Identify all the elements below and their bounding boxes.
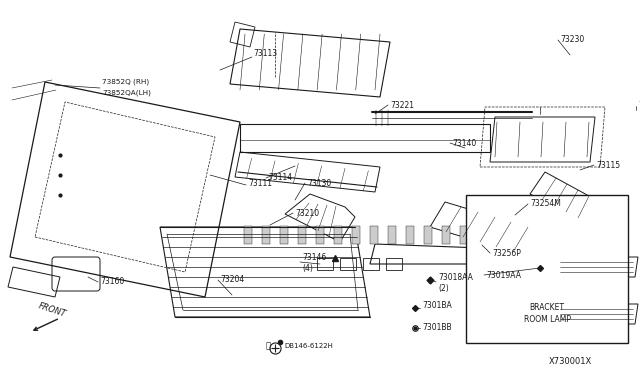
Text: 73256P: 73256P — [492, 248, 521, 257]
Text: ROOM LAMP: ROOM LAMP — [524, 315, 570, 324]
Bar — [442, 226, 450, 244]
Bar — [244, 226, 252, 244]
Text: 73852QA(LH): 73852QA(LH) — [102, 90, 151, 96]
Text: 73222: 73222 — [638, 102, 640, 110]
Text: DB146-6122H: DB146-6122H — [284, 343, 333, 349]
Bar — [460, 226, 468, 244]
Text: 73204: 73204 — [220, 276, 244, 285]
Bar — [298, 226, 306, 244]
Text: (2): (2) — [438, 283, 449, 292]
Text: 73221: 73221 — [390, 100, 414, 109]
Bar — [334, 226, 342, 244]
Bar — [316, 226, 324, 244]
Bar — [262, 226, 270, 244]
Text: 73018AA: 73018AA — [438, 273, 473, 282]
Text: BRACKET: BRACKET — [529, 304, 564, 312]
Bar — [352, 226, 360, 244]
Text: (4): (4) — [302, 263, 313, 273]
Text: 73210: 73210 — [295, 208, 319, 218]
Bar — [386, 258, 402, 270]
Text: 7301BA: 7301BA — [422, 301, 452, 311]
Bar — [406, 226, 414, 244]
Bar — [478, 226, 486, 244]
Text: 73114: 73114 — [268, 173, 292, 183]
Text: 73852Q (RH): 73852Q (RH) — [102, 79, 149, 85]
Bar — [424, 226, 432, 244]
Bar — [466, 195, 628, 343]
Bar — [363, 258, 379, 270]
Text: 73160: 73160 — [100, 278, 124, 286]
Text: FRONT: FRONT — [37, 301, 67, 319]
Text: 73140: 73140 — [452, 138, 476, 148]
Text: 73115: 73115 — [596, 160, 620, 170]
Text: 73130: 73130 — [307, 179, 332, 187]
Bar — [340, 258, 356, 270]
Text: 73019AA: 73019AA — [486, 270, 521, 279]
Bar — [388, 226, 396, 244]
Bar — [370, 226, 378, 244]
Text: 7301BB: 7301BB — [422, 324, 452, 333]
Text: 73230: 73230 — [560, 35, 584, 45]
Bar — [317, 258, 333, 270]
Text: 73111: 73111 — [248, 179, 272, 187]
Text: 73113: 73113 — [253, 49, 277, 58]
Text: 73146: 73146 — [302, 253, 326, 263]
Text: 73254M: 73254M — [530, 199, 561, 208]
Text: X730001X: X730001X — [548, 357, 591, 366]
Bar — [280, 226, 288, 244]
Text: Ⓢ: Ⓢ — [266, 341, 271, 350]
